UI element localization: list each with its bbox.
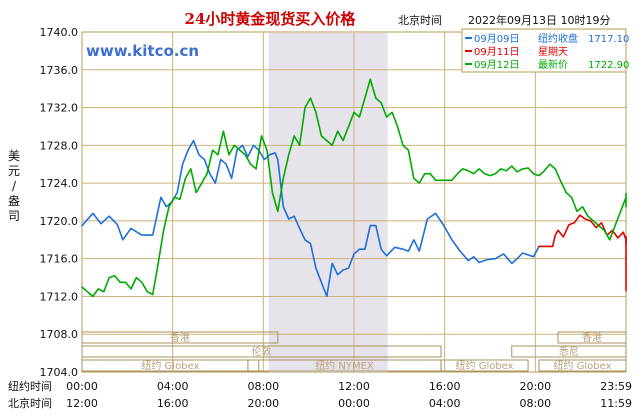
y-tick-label: 1708.0 <box>40 328 79 341</box>
y-ticks: 1740.0 1736.0 1732.0 1728.0 1724.0 1720.0 1716… <box>40 26 79 379</box>
bj-tick-label: 16:00 <box>157 397 189 410</box>
y-axis-label-char: 盎 <box>8 194 20 208</box>
series <box>81 78 627 298</box>
y-tick-label: 1740.0 <box>40 26 79 39</box>
bj-tick-label: 04:00 <box>429 397 461 410</box>
legend-label-1: 星期天 <box>538 46 568 58</box>
ny-tick-label: 04:00 <box>157 380 189 393</box>
market-label: 悉尼 <box>559 346 579 358</box>
bj-tick-label: 00:00 <box>338 397 370 410</box>
legend-value-2: 1722.90 <box>588 60 629 71</box>
y-axis-label-char: 元 <box>8 164 20 178</box>
ny-tick-label: 12:00 <box>338 380 370 393</box>
ny-tick-label: 08:00 <box>247 380 279 393</box>
shaded-session <box>268 33 388 372</box>
legend-date-2: 09月12日 <box>474 59 519 71</box>
market-label: 纽约 Globex <box>141 359 199 372</box>
market-label: 香港 <box>582 332 602 344</box>
y-tick-label: 1724.0 <box>40 177 79 190</box>
legend-value-0: 1717.10 <box>588 34 629 45</box>
market-label: 伦敦 <box>252 345 272 358</box>
y-axis-label-char: / <box>12 179 17 193</box>
y-axis-label-char: 司 <box>8 209 20 223</box>
ny-time-label: 纽约时间 <box>8 379 52 393</box>
market-bar <box>440 359 529 372</box>
market-bar <box>81 359 260 372</box>
timestamp: 2022年09月13日 10时19分 <box>468 13 610 27</box>
y-tick-label: 1736.0 <box>40 64 79 77</box>
y-tick-label: 1720.0 <box>40 215 79 228</box>
series-line <box>538 214 627 248</box>
y-tick-label: 1712.0 <box>40 290 79 303</box>
series-line <box>527 163 627 241</box>
market-bar <box>538 359 627 372</box>
market-bar <box>81 331 279 344</box>
series-line <box>81 78 529 298</box>
shaded-band <box>268 33 388 372</box>
y-tick-label: 1728.0 <box>40 139 79 152</box>
market-label: 香港 <box>170 332 190 344</box>
y-tick-label: 1716.0 <box>40 253 79 266</box>
legend-date-0: 09月09日 <box>474 33 519 45</box>
y-axis-label: 美元/盎司 <box>8 149 20 223</box>
bj-tick-label: 08:00 <box>519 397 551 410</box>
x-ticks: 00:00 04:00 08:00 12:00 16:00 20:00 23:59 12:00… <box>66 380 632 410</box>
watermark: www.kitco.cn <box>86 42 199 60</box>
bj-tick-label: 20:00 <box>247 397 279 410</box>
ny-tick-label: 16:00 <box>429 380 461 393</box>
ny-tick-label: 20:00 <box>519 380 551 393</box>
market-label: 纽约 NYMEX <box>315 359 374 372</box>
market-bar <box>81 345 442 358</box>
market-label: 纽约 Globex <box>553 359 611 372</box>
market-label: 纽约 Globex <box>456 359 514 372</box>
market-bar <box>511 345 627 358</box>
market-bar <box>557 331 627 344</box>
legend-box <box>461 28 627 73</box>
legend-label-0: 纽约收盘 <box>538 32 578 45</box>
bj-tick-label: 11:59 <box>600 397 632 410</box>
y-axis-label-char: 美 <box>8 149 20 163</box>
legend: 09月09日 纽约收盘 1717.10 09月11日 星期天 09月12日 最新… <box>461 28 629 73</box>
series-line <box>478 245 540 265</box>
chart-title: 24小时黄金现货买入价格 <box>185 10 357 28</box>
y-tick-label: 1704.0 <box>40 366 79 379</box>
ny-tick-label: 23:59 <box>600 380 632 393</box>
bj-tick-label: 12:00 <box>66 397 98 410</box>
legend-date-1: 09月11日 <box>474 46 519 58</box>
y-tick-label: 1732.0 <box>40 102 79 115</box>
legend-label-2: 最新价 <box>538 58 568 71</box>
ny-tick-label: 00:00 <box>66 380 98 393</box>
location-label: 北京时间 <box>398 13 442 27</box>
bj-time-label: 北京时间 <box>8 396 52 410</box>
